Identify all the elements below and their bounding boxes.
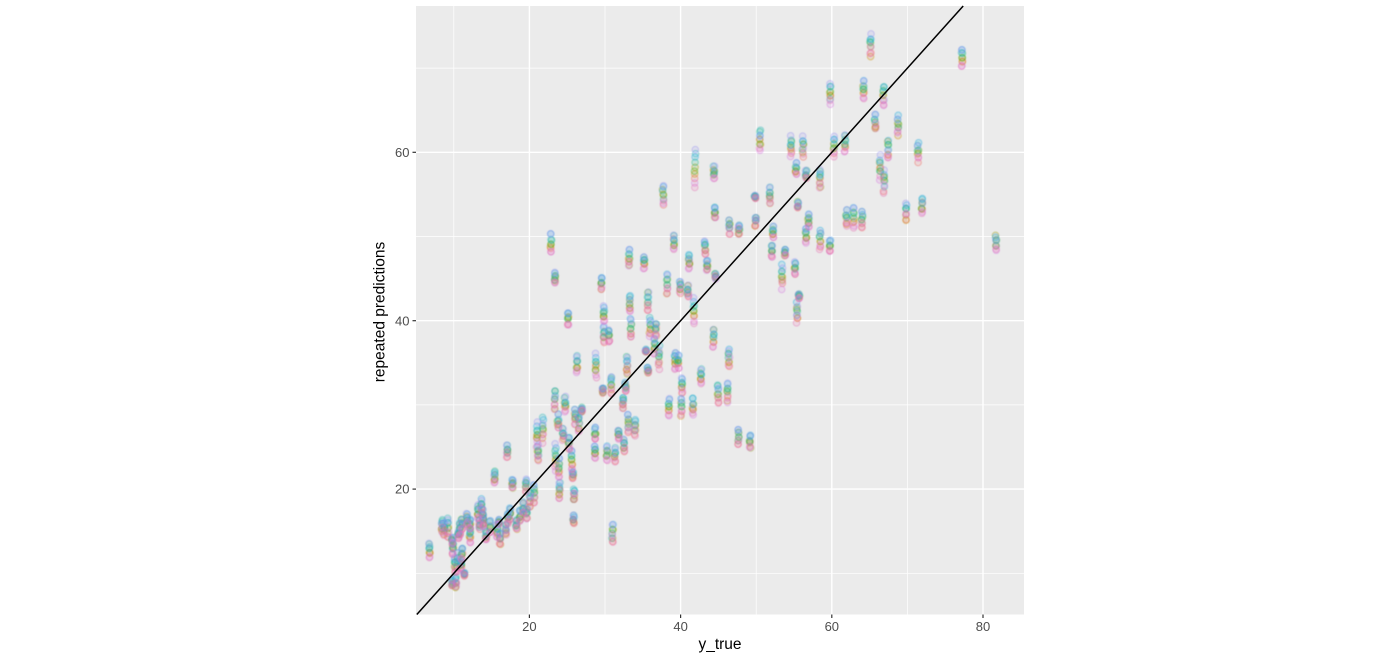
svg-text:60: 60 (395, 145, 409, 160)
svg-text:repeated predictions: repeated predictions (372, 242, 389, 383)
svg-text:40: 40 (673, 619, 687, 634)
svg-text:80: 80 (976, 619, 990, 634)
svg-text:y_true: y_true (698, 636, 741, 653)
svg-text:40: 40 (395, 313, 409, 328)
svg-text:20: 20 (395, 482, 409, 497)
svg-text:60: 60 (825, 619, 839, 634)
svg-text:20: 20 (522, 619, 536, 634)
